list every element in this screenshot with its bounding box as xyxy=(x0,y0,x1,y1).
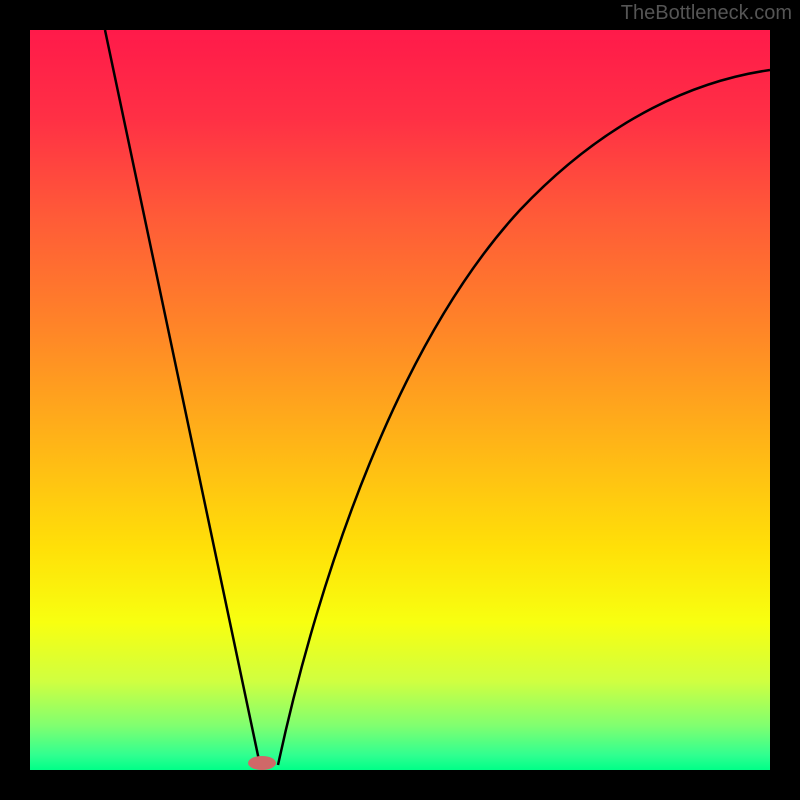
bottleneck-curve xyxy=(30,30,770,770)
minimum-marker xyxy=(248,756,276,770)
plot-area xyxy=(30,30,770,770)
curve-right-segment xyxy=(278,70,770,765)
watermark-text: TheBottleneck.com xyxy=(621,2,792,25)
chart-container: TheBottleneck.com xyxy=(0,0,800,800)
curve-left-segment xyxy=(105,30,260,765)
